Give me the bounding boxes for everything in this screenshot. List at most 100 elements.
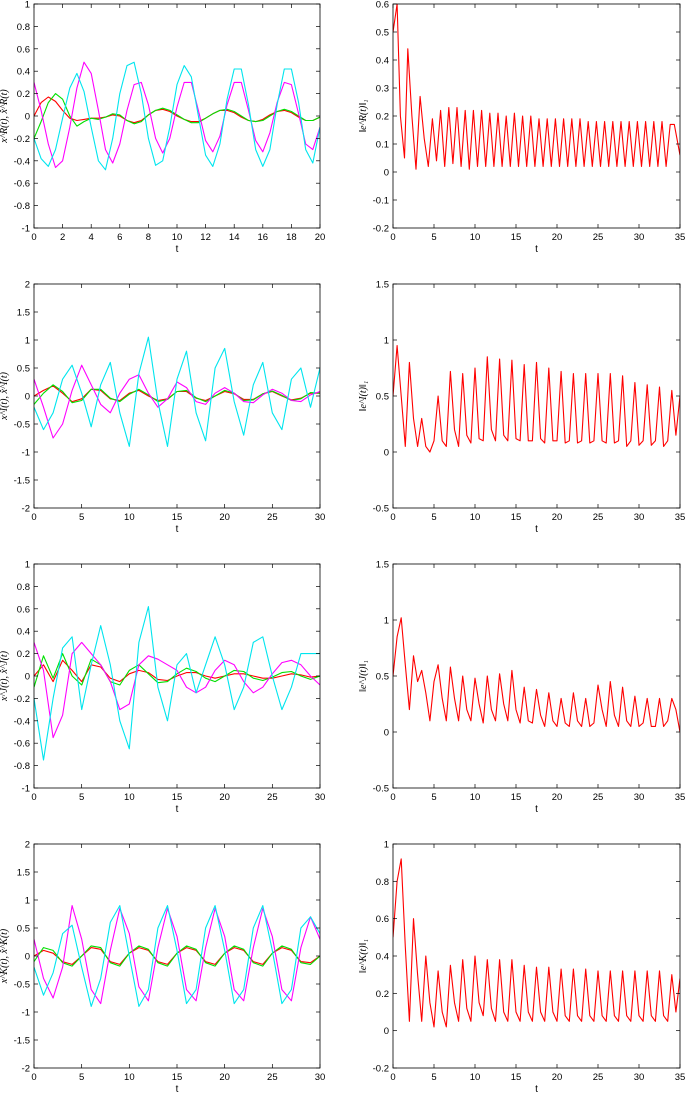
y-tick-label: -0.2 — [14, 134, 30, 145]
y-axis-label: ‖e^I(t)‖₁ — [358, 381, 369, 412]
y-tick-label: -2 — [22, 504, 30, 515]
x-tick-label: 10 — [470, 1072, 481, 1083]
y-tick-label: 0.6 — [17, 44, 30, 55]
x-tick-label: 15 — [511, 1072, 522, 1083]
x-tick-label: 35 — [675, 512, 685, 523]
x-tick-label: 15 — [172, 1072, 183, 1083]
series-line-red — [393, 617, 680, 733]
y-tick-label: 0.6 — [376, 914, 389, 925]
x-tick-label: 0 — [390, 1072, 395, 1083]
series-line-magenta — [34, 641, 320, 739]
y-tick-label: -0.6 — [14, 739, 30, 750]
y-tick-label: 0.8 — [376, 877, 389, 888]
y-tick-label: 1 — [25, 896, 30, 907]
x-tick-label: 30 — [634, 512, 645, 523]
x-tick-label: 5 — [431, 512, 436, 523]
y-tick-label: 1.5 — [17, 308, 30, 319]
x-axis-label: t — [535, 244, 538, 255]
y-tick-label: 2 — [25, 840, 30, 851]
y-tick-label: 0.2 — [376, 112, 389, 123]
y-tick-label: -1 — [22, 1008, 30, 1019]
y-tick-label: 0.2 — [376, 989, 389, 1000]
plot-frame — [392, 843, 681, 1069]
chart-row-1-right: 0 5 10 15 20 25 30 35 -0.2 -0.1 0 0.1 0.2 0.3 0.4 0.5 0.… — [358, 0, 685, 255]
x-tick-label: 20 — [552, 792, 563, 803]
x-tick-label: 10 — [124, 792, 135, 803]
y-tick-label: -0.4 — [14, 716, 30, 727]
x-tick-label: 30 — [634, 1072, 645, 1083]
x-tick-label: 4 — [89, 232, 94, 243]
y-tick-label: 0 — [25, 392, 30, 403]
x-tick-label: 10 — [470, 792, 481, 803]
y-tick-label: 1 — [25, 560, 30, 571]
x-tick-label: 0 — [31, 512, 36, 523]
y-tick-label: -1 — [22, 224, 30, 235]
series-line-green — [34, 384, 320, 405]
y-tick-label: -0.2 — [373, 224, 389, 235]
x-tick-label: 6 — [117, 232, 122, 243]
x-tick-label: 25 — [593, 512, 604, 523]
x-tick-label: 0 — [390, 512, 395, 523]
x-tick-label: 5 — [431, 1072, 436, 1083]
y-tick-label: 0.8 — [17, 22, 30, 33]
x-tick-label: 10 — [470, 232, 481, 243]
series-line-red — [34, 659, 320, 683]
y-tick-label: 2 — [25, 280, 30, 291]
chart-row-1-left: 0 2 4 6 8 10 12 14 16 18 20 -1 -0.8 -0.6 -0.4 -0.2 0 0.2 0… — [0, 0, 325, 255]
y-axis-label: x^J(t), x̂^J(t) — [0, 650, 10, 702]
x-tick-label: 15 — [511, 792, 522, 803]
x-tick-label: 0 — [390, 792, 395, 803]
y-tick-label: 0.5 — [376, 28, 389, 39]
x-tick-label: 8 — [146, 232, 151, 243]
y-tick-label: 1 — [384, 336, 389, 347]
x-tick-label: 5 — [79, 512, 84, 523]
x-tick-label: 18 — [286, 232, 297, 243]
y-axis-label: x^I(t), x̂^I(t) — [0, 371, 10, 421]
plot-frame — [33, 283, 321, 509]
y-tick-label: 0.4 — [17, 67, 30, 78]
x-tick-label: 15 — [172, 512, 183, 523]
x-tick-label: 20 — [219, 792, 230, 803]
y-tick-label: -0.5 — [373, 504, 389, 515]
x-tick-label: 5 — [79, 792, 84, 803]
x-tick-label: 10 — [172, 232, 183, 243]
x-tick-label: 30 — [315, 1072, 326, 1083]
x-tick-label: 35 — [675, 1072, 685, 1083]
series-line-magenta — [34, 905, 320, 1005]
x-tick-label: 12 — [200, 232, 211, 243]
chart-row-2-left: 0 5 10 15 20 25 30 -2 -1.5 -1 -0.5 0 0.5 1 1.5 2 t x^I(t)… — [0, 280, 325, 536]
x-tick-label: 16 — [258, 232, 269, 243]
x-axis-label: t — [535, 1084, 538, 1095]
y-tick-label: -1.5 — [14, 1036, 30, 1047]
y-axis-label: x^R(t), x̂^R(t) — [0, 89, 10, 144]
y-axis-label: ‖e^J(t)‖₁ — [358, 660, 369, 692]
y-tick-label: -0.5 — [14, 980, 30, 991]
x-tick-label: 15 — [511, 232, 522, 243]
y-tick-label: 1.5 — [376, 560, 389, 571]
x-tick-label: 15 — [172, 792, 183, 803]
chart-row-2-right: 0 5 10 15 20 25 30 35-0.500.511.5t‖e^I(t)‖₁ — [358, 280, 685, 536]
x-tick-label: 20 — [552, 232, 563, 243]
x-tick-label: 25 — [593, 232, 604, 243]
x-tick-label: 10 — [124, 512, 135, 523]
x-tick-label: 0 — [390, 232, 395, 243]
chart-row-4-right: 0 5 10 15 20 25 30 35-0.200.20.40.60.81t‖e^K(t)… — [358, 840, 685, 1095]
y-tick-label: -2 — [22, 1064, 30, 1075]
x-tick-label: 25 — [267, 1072, 278, 1083]
y-tick-label: 0.3 — [376, 84, 389, 95]
x-tick-label: 35 — [675, 792, 685, 803]
y-tick-label: 0.6 — [376, 0, 389, 11]
y-tick-label: 1.5 — [17, 868, 30, 879]
y-tick-label: -0.4 — [14, 156, 30, 167]
x-tick-label: 0 — [31, 232, 36, 243]
y-tick-label: 0.4 — [376, 56, 389, 67]
x-tick-label: 5 — [431, 232, 436, 243]
y-tick-label: 0.4 — [376, 952, 389, 963]
y-tick-label: 0.1 — [376, 140, 389, 151]
y-tick-label: -1 — [22, 448, 30, 459]
y-tick-label: 0 — [25, 112, 30, 123]
y-tick-label: -0.5 — [14, 420, 30, 431]
y-tick-label: 1 — [384, 616, 389, 627]
